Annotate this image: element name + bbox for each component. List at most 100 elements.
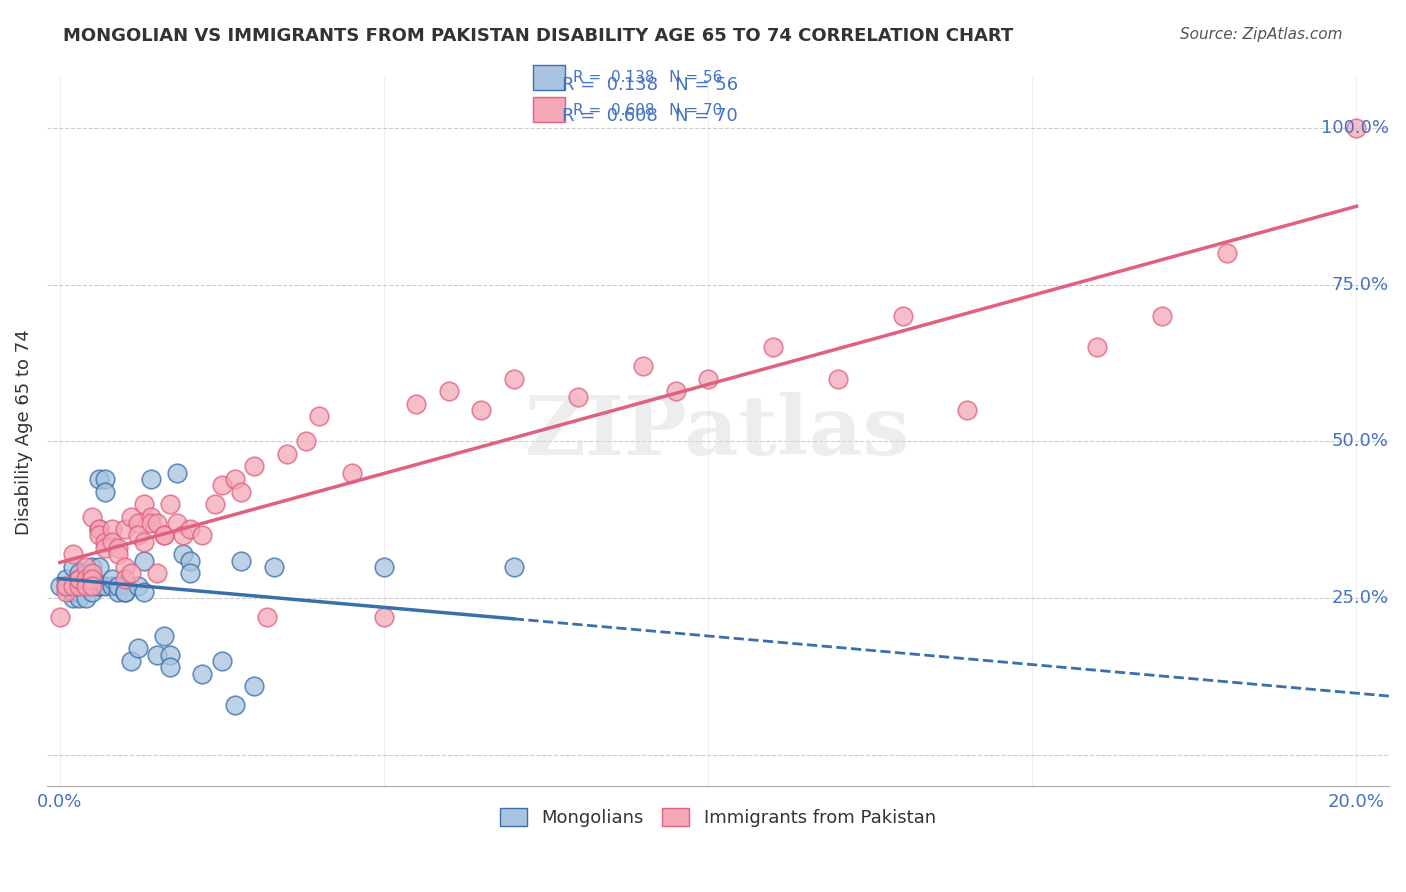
- Point: [263, 560, 285, 574]
- Point: [82, 585, 104, 599]
- Bar: [533, 97, 565, 122]
- Point: [470, 403, 492, 417]
- Point: [87, 579, 110, 593]
- Point: [211, 478, 233, 492]
- Point: [231, 484, 253, 499]
- Point: [1150, 309, 1173, 323]
- Point: [87, 522, 110, 536]
- Point: [134, 534, 156, 549]
- Point: [127, 579, 149, 593]
- Text: R =  0.608   N = 70: R = 0.608 N = 70: [562, 107, 738, 125]
- Point: [100, 573, 122, 587]
- Point: [437, 384, 460, 399]
- Point: [127, 516, 149, 530]
- Point: [146, 648, 169, 662]
- Point: [107, 585, 129, 599]
- Point: [373, 610, 395, 624]
- Point: [114, 585, 136, 599]
- Point: [82, 573, 104, 587]
- Point: [308, 409, 330, 424]
- Point: [82, 579, 104, 593]
- Bar: [533, 65, 565, 90]
- Text: MONGOLIAN VS IMMIGRANTS FROM PAKISTAN DISABILITY AGE 65 TO 74 CORRELATION CHART: MONGOLIAN VS IMMIGRANTS FROM PAKISTAN DI…: [63, 27, 1014, 45]
- Point: [224, 698, 246, 712]
- Point: [100, 522, 122, 536]
- Point: [179, 522, 201, 536]
- Point: [55, 579, 77, 593]
- Point: [67, 573, 90, 587]
- Point: [75, 579, 97, 593]
- Point: [87, 472, 110, 486]
- Point: [75, 573, 97, 587]
- Point: [276, 447, 298, 461]
- Point: [166, 466, 188, 480]
- Point: [120, 509, 142, 524]
- Point: [152, 629, 174, 643]
- Point: [172, 528, 194, 542]
- Point: [204, 497, 226, 511]
- Point: [67, 566, 90, 581]
- Point: [120, 654, 142, 668]
- Point: [55, 579, 77, 593]
- Text: 50.0%: 50.0%: [1331, 433, 1389, 450]
- Point: [159, 648, 181, 662]
- Point: [75, 573, 97, 587]
- Point: [243, 459, 266, 474]
- Point: [502, 560, 524, 574]
- Point: [75, 579, 97, 593]
- Point: [75, 591, 97, 606]
- Point: [107, 547, 129, 561]
- Point: [94, 579, 117, 593]
- Point: [373, 560, 395, 574]
- Point: [67, 579, 90, 593]
- Point: [146, 566, 169, 581]
- Point: [100, 534, 122, 549]
- Point: [82, 579, 104, 593]
- Point: [191, 666, 214, 681]
- Point: [75, 566, 97, 581]
- Point: [762, 340, 785, 354]
- Point: [114, 522, 136, 536]
- Point: [134, 553, 156, 567]
- Point: [94, 484, 117, 499]
- Point: [120, 566, 142, 581]
- Point: [87, 579, 110, 593]
- Text: 0.0%: 0.0%: [37, 793, 83, 811]
- Point: [82, 560, 104, 574]
- Point: [62, 591, 84, 606]
- Point: [172, 547, 194, 561]
- Point: [146, 516, 169, 530]
- Point: [697, 371, 720, 385]
- Text: 100.0%: 100.0%: [1320, 119, 1389, 136]
- Point: [107, 579, 129, 593]
- Point: [139, 509, 162, 524]
- Point: [295, 434, 318, 449]
- Point: [87, 528, 110, 542]
- Point: [107, 541, 129, 555]
- Text: 20.0%: 20.0%: [1329, 793, 1385, 811]
- Point: [62, 585, 84, 599]
- Point: [49, 610, 72, 624]
- Point: [1216, 246, 1239, 260]
- Point: [956, 403, 979, 417]
- Point: [114, 573, 136, 587]
- Point: [82, 573, 104, 587]
- Point: [67, 573, 90, 587]
- Point: [67, 573, 90, 587]
- Point: [82, 509, 104, 524]
- Point: [94, 534, 117, 549]
- Point: [62, 547, 84, 561]
- Point: [166, 516, 188, 530]
- Text: R =  0.138   N = 56: R = 0.138 N = 56: [572, 70, 723, 85]
- Point: [152, 528, 174, 542]
- Point: [256, 610, 278, 624]
- Text: 25.0%: 25.0%: [1331, 590, 1389, 607]
- Point: [231, 553, 253, 567]
- Point: [827, 371, 849, 385]
- Point: [62, 579, 84, 593]
- Point: [340, 466, 363, 480]
- Point: [567, 391, 589, 405]
- Point: [75, 579, 97, 593]
- Y-axis label: Disability Age 65 to 74: Disability Age 65 to 74: [15, 329, 32, 535]
- Point: [665, 384, 688, 399]
